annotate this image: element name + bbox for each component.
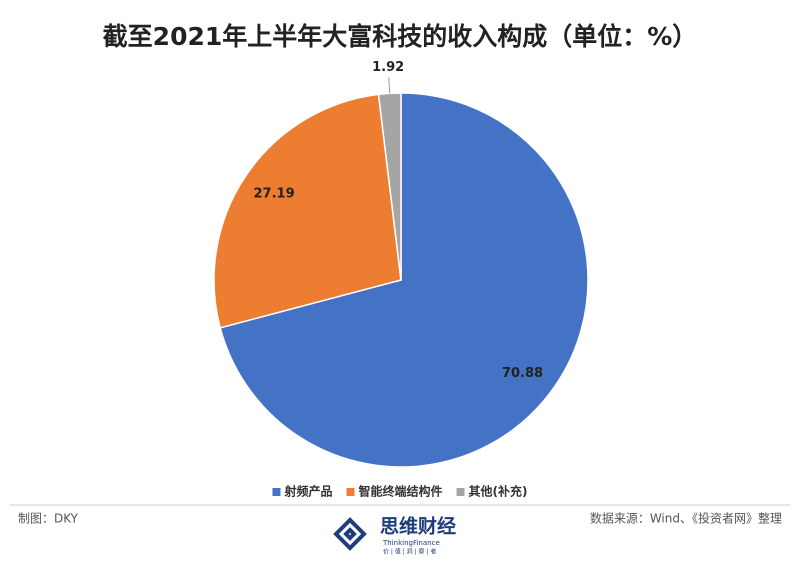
footer-credit: 制图：DKY <box>18 512 79 526</box>
legend-swatch <box>272 488 281 496</box>
legend-swatch <box>456 488 465 496</box>
logo-name: 思维财经 <box>380 515 456 538</box>
pie-slice <box>377 92 402 281</box>
logo-icon <box>333 517 367 551</box>
logo: 思维财经 ThinkingFinance 价 | 值 | 洞 | 察 | 者 <box>333 515 456 556</box>
footer-source: 数据来源：Wind、《投资者网》整理 <box>590 511 782 526</box>
data-label: 70.88 <box>502 366 543 381</box>
leader-line <box>388 77 391 94</box>
logo-english: ThinkingFinance <box>382 539 440 547</box>
chart-title: 截至2021年上半年大富科技的收入构成（单位：%） <box>103 22 698 51</box>
data-label: 27.19 <box>254 186 295 201</box>
legend-label: 射频产品 <box>283 484 332 499</box>
pie-slice <box>219 92 589 468</box>
legend-swatch <box>346 488 355 496</box>
pie-slice <box>213 93 402 329</box>
logo-slogan: 价 | 值 | 洞 | 察 | 者 <box>383 548 436 556</box>
legend-label: 智能终端结构件 <box>358 484 443 499</box>
legend-label: 其他(补充) <box>469 484 528 499</box>
data-label: 1.92 <box>372 60 404 75</box>
legend: 射频产品 智能终端结构件 其他(补充) <box>272 484 528 499</box>
